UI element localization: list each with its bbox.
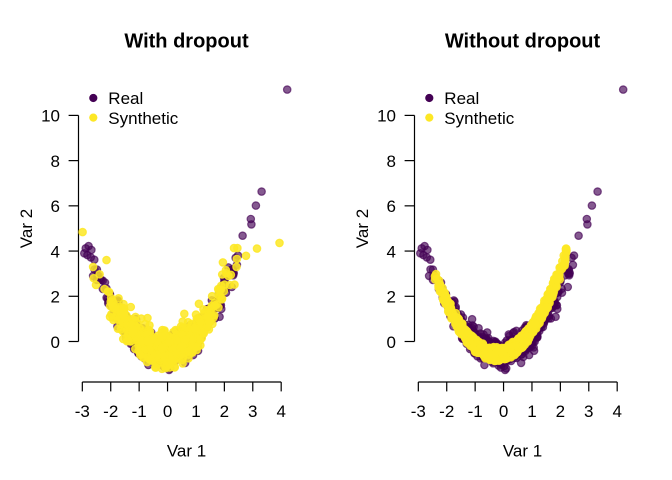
svg-text:3: 3 <box>248 402 257 421</box>
svg-text:6: 6 <box>51 197 60 216</box>
svg-text:-1: -1 <box>132 402 147 421</box>
svg-text:8: 8 <box>51 152 60 171</box>
svg-text:4: 4 <box>276 402 285 421</box>
svg-text:Real: Real <box>108 89 143 108</box>
svg-text:3: 3 <box>584 402 593 421</box>
svg-text:Var 1: Var 1 <box>503 442 542 461</box>
svg-text:8: 8 <box>387 152 396 171</box>
svg-text:10: 10 <box>377 107 396 126</box>
svg-text:0: 0 <box>163 402 172 421</box>
svg-text:2: 2 <box>556 402 565 421</box>
svg-text:Var 2: Var 2 <box>353 209 372 248</box>
svg-text:Real: Real <box>444 89 479 108</box>
svg-text:1: 1 <box>191 402 200 421</box>
svg-text:2: 2 <box>51 288 60 307</box>
svg-text:Without dropout: Without dropout <box>445 31 601 53</box>
svg-text:6: 6 <box>387 197 396 216</box>
svg-text:-3: -3 <box>411 402 426 421</box>
svg-text:Var 1: Var 1 <box>167 442 206 461</box>
svg-text:Var 2: Var 2 <box>17 209 36 248</box>
svg-text:0: 0 <box>499 402 508 421</box>
svg-text:Synthetic: Synthetic <box>444 109 514 128</box>
svg-text:-2: -2 <box>439 402 454 421</box>
svg-text:10: 10 <box>41 107 60 126</box>
svg-text:-3: -3 <box>75 402 90 421</box>
svg-text:2: 2 <box>220 402 229 421</box>
svg-text:0: 0 <box>387 333 396 352</box>
svg-text:2: 2 <box>387 288 396 307</box>
svg-text:-2: -2 <box>103 402 118 421</box>
svg-text:0: 0 <box>51 333 60 352</box>
svg-text:With dropout: With dropout <box>124 31 249 53</box>
svg-text:4: 4 <box>51 242 60 261</box>
svg-text:1: 1 <box>527 402 536 421</box>
svg-text:-1: -1 <box>468 402 483 421</box>
svg-text:4: 4 <box>612 402 621 421</box>
svg-text:Synthetic: Synthetic <box>108 109 178 128</box>
svg-text:4: 4 <box>387 242 396 261</box>
